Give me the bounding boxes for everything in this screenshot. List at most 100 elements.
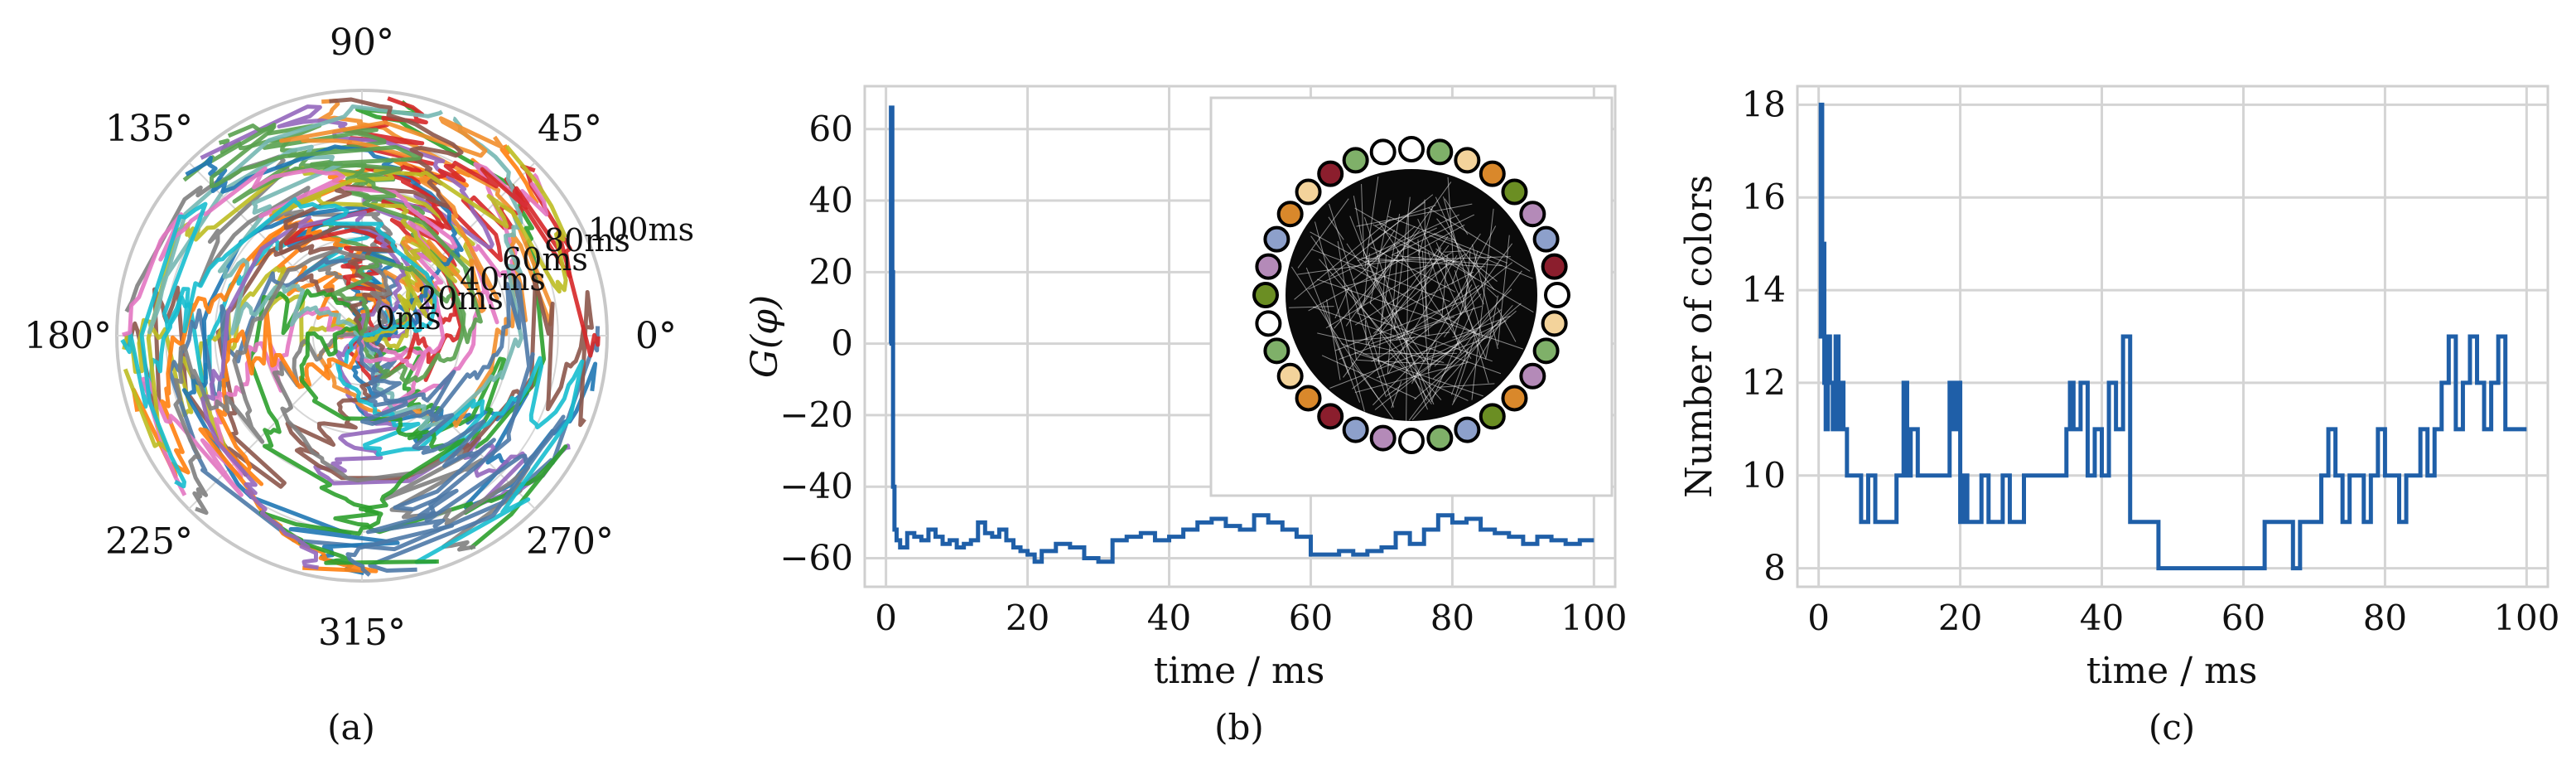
inset-node-16	[1426, 424, 1454, 452]
polar-series-group	[120, 96, 601, 577]
inset-edge-12	[1387, 215, 1508, 264]
inset-edge-131	[1444, 198, 1469, 235]
polar-series-24	[335, 333, 585, 564]
inset-edge-61	[1414, 310, 1517, 400]
panel-b-ylabel: G(φ)	[744, 295, 786, 378]
inset-edge-65	[1391, 380, 1402, 409]
inset-edge-136	[1453, 338, 1475, 403]
inset-node-10	[1541, 310, 1568, 337]
angle-tick-270: 315°	[318, 612, 406, 654]
inset-edge-138	[1343, 235, 1449, 378]
inset-edge-mass	[1286, 169, 1537, 421]
angle-tick-135: 135°	[105, 108, 193, 150]
inset-edge-74	[1424, 199, 1427, 332]
inset-node-4	[1479, 160, 1506, 187]
inset-edge-28	[1349, 215, 1428, 410]
inset-edge-133	[1328, 203, 1395, 408]
inset-edge-21	[1428, 342, 1437, 371]
inset-edge-132	[1379, 244, 1450, 334]
inset-edge-114	[1369, 302, 1425, 363]
inset-node-8	[1541, 253, 1568, 280]
inset-edge-77	[1427, 320, 1507, 359]
inset-node-28	[1276, 201, 1304, 228]
radial-tick-40ms: 40ms	[460, 261, 546, 298]
inset-edge-85	[1463, 284, 1473, 300]
radial-tick-0ms: 0ms	[375, 300, 441, 336]
angle-tick-180: 180°	[24, 315, 112, 357]
inset-edge-97	[1372, 224, 1421, 253]
inset-edge-83	[1354, 361, 1469, 394]
inset-node-31	[1342, 147, 1369, 174]
inset-graph-nodes	[1252, 136, 1570, 454]
inset-edge-90	[1497, 235, 1510, 346]
panel-b-xtick-20: 20	[1006, 598, 1049, 638]
panel-c-xtick-40: 40	[2080, 598, 2124, 638]
inset-edge-96	[1391, 214, 1475, 256]
radial-tick-100ms: 100ms	[588, 211, 694, 248]
inset-edge-104	[1326, 299, 1341, 380]
inset-node-20	[1317, 403, 1344, 430]
panel-b-xlabel: time / ms	[1154, 650, 1325, 692]
inset-node-2	[1426, 138, 1454, 166]
inset-edge-84	[1443, 196, 1483, 339]
inset-edge-60	[1418, 206, 1433, 255]
panel-b-caption: (b)	[1214, 707, 1264, 748]
polar-series-30	[198, 307, 379, 574]
panel-c-ylabel: Number of colors	[1678, 175, 1720, 498]
panel-c-xlabel: time / ms	[2086, 650, 2258, 692]
panel-c-ytick-18: 18	[1742, 84, 1786, 124]
inset-edge-100	[1393, 254, 1503, 267]
inset-edge-103	[1310, 235, 1432, 404]
polar-series-39	[345, 334, 496, 577]
polar-series-35	[122, 166, 458, 371]
angle-tick-225: 225°	[105, 520, 193, 563]
inset-edge-47	[1497, 307, 1517, 342]
panel-c-xtick-0: 0	[1807, 598, 1830, 638]
inset-edge-118	[1399, 244, 1464, 265]
inset-node-17	[1398, 428, 1425, 454]
inset-edge-122	[1354, 351, 1483, 397]
inset-edge-112	[1451, 319, 1503, 405]
inset-edge-87	[1356, 203, 1473, 227]
inset-node-29	[1295, 178, 1322, 206]
panel-b-ytick-20: 20	[809, 251, 853, 292]
angle-tick-0: 0°	[635, 315, 677, 357]
inset-edge-0	[1353, 196, 1363, 241]
panel-b-xtick-0: 0	[875, 598, 897, 638]
angle-tick-315: 270°	[526, 520, 614, 563]
panel-c-plot-area	[1796, 85, 2549, 588]
panel-b-ytick--40: −40	[779, 466, 853, 506]
inset-edge-134	[1421, 250, 1430, 336]
panel-b-ytick-0: 0	[831, 323, 853, 364]
panel-b-inset-graph	[1209, 96, 1614, 497]
panel-b-line	[889, 105, 1594, 564]
inset-node-3	[1454, 147, 1481, 174]
inset-edge-51	[1464, 250, 1471, 310]
inset-edge-101	[1339, 316, 1455, 361]
inset-edge-95	[1436, 218, 1495, 291]
inset-edge-126	[1328, 216, 1344, 240]
inset-edge-56	[1444, 243, 1513, 337]
angle-tick-90: 90°	[330, 22, 394, 64]
panel-c-tick-labels: 0 20 40 60 80 100 8 10 12 14 16 18	[1742, 84, 2560, 638]
inset-edge-72	[1447, 177, 1454, 265]
inset-node-25	[1252, 282, 1279, 308]
inset-node-19	[1342, 416, 1369, 443]
inset-node-32	[1369, 138, 1397, 166]
panel-b-ytick-60: 60	[809, 109, 853, 149]
inset-edge-63	[1294, 218, 1391, 300]
inset-edge-68	[1406, 215, 1409, 421]
panel-c-caption: (c)	[2149, 707, 2195, 748]
inset-node-24	[1255, 310, 1282, 337]
inset-edge-79	[1435, 242, 1487, 358]
inset-node-9	[1544, 282, 1570, 308]
inset-edge-115	[1321, 355, 1417, 399]
polar-series-33	[200, 210, 407, 570]
panel-c-series	[1818, 102, 2527, 571]
inset-edge-92	[1305, 267, 1350, 375]
inset-edge-4	[1352, 262, 1513, 390]
panel-a-caption: (a)	[327, 707, 375, 748]
inset-edge-69	[1401, 247, 1442, 337]
polar-series-38	[139, 196, 437, 489]
panel-b-xtick-40: 40	[1147, 598, 1191, 638]
